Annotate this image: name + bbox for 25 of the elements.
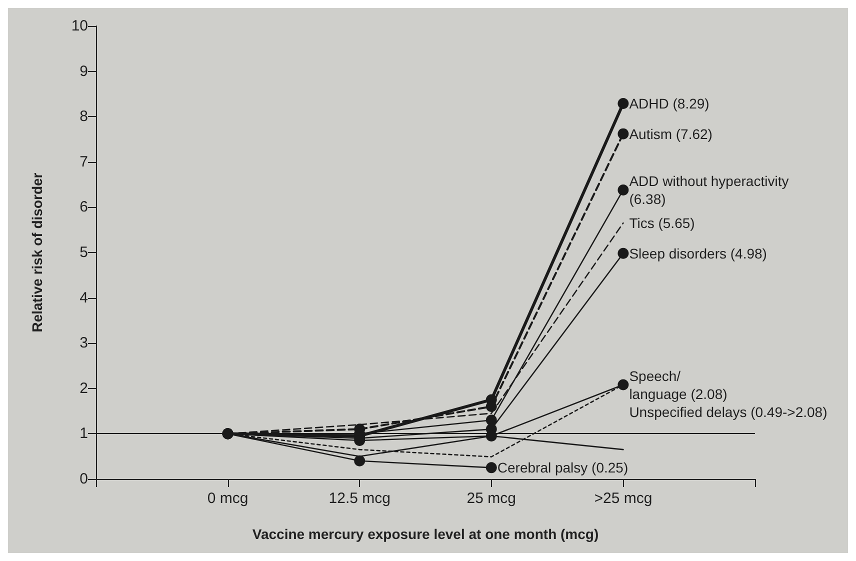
y-tick-label: 3 — [80, 334, 88, 352]
y-tick-label: 4 — [80, 289, 88, 306]
y-tick-label: 10 — [71, 18, 88, 34]
x-tick-label: 0 mcg — [207, 490, 248, 507]
series-label: Tics (5.65) — [629, 215, 695, 232]
y-tick-label: 8 — [80, 108, 88, 126]
series-label: ADD without hyperactivity (6.38) — [629, 172, 789, 207]
y-tick-label: 5 — [80, 244, 88, 261]
y-tick-label: 2 — [80, 380, 88, 397]
series-label: Unspecified delays (0.49->2.08) — [629, 404, 828, 420]
y-tick-label: 0 — [80, 470, 88, 488]
y-tick-label: 7 — [80, 153, 88, 170]
x-tick-label: >25 mcg — [594, 490, 652, 507]
y-tick-label: 1 — [80, 425, 88, 442]
x-axis-title: Vaccine mercury exposure level at one month (mcg) — [252, 526, 599, 542]
series-label: Speech/ language (2.08) — [629, 368, 728, 402]
series-label: Sleep disorders (4.98) — [629, 245, 767, 262]
series-label: ADHD (8.29) — [629, 95, 710, 112]
series-label: Cerebral palsy (0.25) — [497, 460, 628, 476]
x-tick-label: 25 mcg — [466, 490, 516, 507]
x-tick-label: 12.5 mcg — [328, 490, 390, 507]
y-tick-label: 6 — [80, 198, 88, 216]
y-axis-title: Relative risk of disorder — [29, 172, 45, 332]
series-label: Autism (7.62) — [629, 126, 712, 142]
y-tick-label: 9 — [80, 62, 88, 80]
